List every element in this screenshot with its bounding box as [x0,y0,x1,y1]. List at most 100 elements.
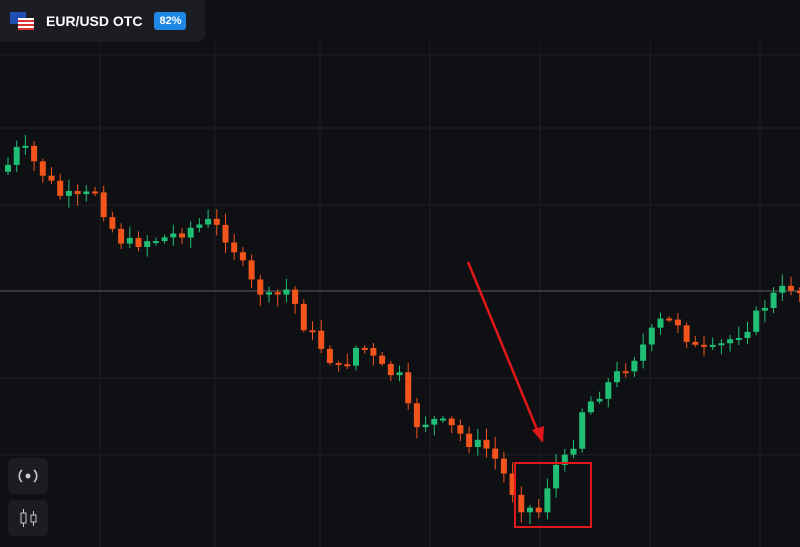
candle-body [257,279,264,295]
candle-body [361,347,368,350]
candle-body [353,347,359,366]
candle-body [187,227,194,238]
candle-body [587,401,594,413]
candle-body [657,318,664,328]
candle-body [344,364,351,367]
candle-body [31,145,38,162]
candle-body [544,488,551,513]
candle-body [65,190,72,196]
candle-body [405,372,412,404]
candle-body [761,307,768,311]
candle-body [179,233,185,238]
candle-body [466,433,473,447]
candle-body [57,180,64,196]
candle-body [248,260,255,280]
candle-body [448,418,455,426]
candle-body [292,289,299,304]
candle-body [718,343,725,346]
candle-body [692,341,699,345]
candle-body [500,458,507,474]
candle-body [13,146,20,165]
candle-body [553,464,560,489]
candle-body [683,325,690,342]
candle-body [92,191,98,194]
candle-body [579,412,586,449]
candle-body [770,292,777,308]
candle-body [161,237,168,242]
candle-body [318,330,325,349]
candle-body [126,237,133,244]
chart-type-button[interactable] [8,500,48,536]
candle-body [239,252,246,261]
payout-badge: 82% [154,12,187,30]
candle-body [535,507,542,513]
candle-body [779,285,786,293]
arrow-head [532,426,544,443]
candle-body [231,242,238,253]
candle-body [83,191,90,195]
candle-body [431,418,438,425]
candle-body [379,355,386,364]
candle-body [74,190,81,195]
candle-icon [20,509,37,527]
candle-body [483,439,490,449]
candle-body [709,344,716,347]
candle-body [605,382,612,399]
candle-body [622,371,629,374]
candle-body [283,289,290,295]
flag-icon [10,12,34,30]
candle-body [561,454,568,465]
candle-body [326,348,333,363]
candle-body [5,164,11,172]
candle-body [100,192,107,218]
candle-body [135,237,142,248]
asset-header[interactable]: EUR/USD OTC 82% [0,0,205,42]
candle-body [614,371,620,383]
candle-body [222,224,229,243]
candle-body [666,318,673,321]
candle-body [387,363,394,376]
candle-body [370,347,377,356]
candle-body [22,145,29,148]
candle-body [457,425,464,434]
candle-body [205,218,212,225]
candle-body [753,310,760,332]
candle-body [474,439,481,447]
candle-body [48,175,55,181]
candle-body [492,448,499,459]
candle-body [744,331,751,338]
candle-body [701,344,707,347]
candle-body [274,292,281,295]
candle-body [109,217,116,229]
candle-body [640,344,647,361]
asset-name: EUR/USD OTC [46,13,143,29]
candle-body [396,372,403,376]
candle-body [518,494,525,513]
candle-body [413,403,420,428]
candle-body [727,339,734,344]
candle-body [527,507,533,513]
candle-body [796,290,800,294]
candle-body [266,292,272,295]
arrow [466,261,540,433]
candle-body [509,473,516,495]
candle-body [309,330,316,333]
candle-body [440,418,446,421]
candle-body [788,285,794,291]
candle-body [596,398,603,402]
highlight-box [514,462,592,528]
candle-body [144,241,151,248]
candle-body [213,218,220,225]
candle-body [300,303,307,331]
candle-body [118,228,125,244]
candle-body [152,241,159,244]
candle-body [335,362,342,365]
candle-body [570,448,577,455]
candle-body [196,224,203,228]
signals-button[interactable] [8,458,48,494]
candle-body [422,424,429,428]
candle-body [39,161,46,176]
candle-body [631,360,638,372]
